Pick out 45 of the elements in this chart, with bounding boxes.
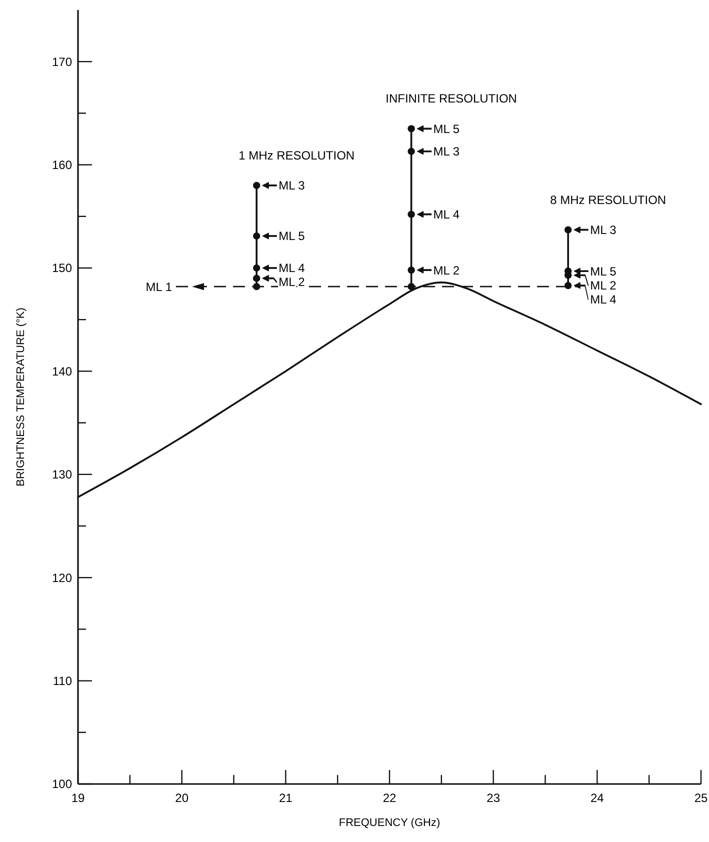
x-tick-label: 23: [486, 791, 500, 805]
point: [252, 282, 260, 290]
data-label: ML 5: [278, 229, 306, 244]
data-label: ML 4: [433, 208, 460, 222]
data-label: ML 5: [433, 122, 460, 136]
data-label: ML 5: [590, 264, 617, 278]
x-axis-title: FREQUENCY (GHz): [338, 817, 440, 829]
data-label: ML 3: [590, 223, 617, 238]
x-tick-label: 25: [694, 791, 708, 805]
data-label: ML 3: [278, 178, 306, 193]
point: [564, 282, 572, 290]
y-tick-label: 110: [52, 674, 72, 688]
x-tick-label: 24: [590, 791, 604, 805]
x-tick-label: 19: [71, 791, 85, 805]
x-tick-label: 21: [278, 791, 293, 805]
point: [252, 182, 260, 190]
y-tick-label: 170: [52, 54, 72, 69]
y-tick-label: 160: [52, 158, 72, 172]
text: 8 MHz RESOLUTION: [550, 192, 666, 207]
y-tick-label: 100: [52, 777, 72, 792]
x-tick-label: 20: [175, 791, 189, 805]
point: [564, 226, 572, 234]
y-tick-label: 140: [52, 364, 72, 378]
data-label: ML 3: [433, 144, 460, 159]
text: INFINITE RESOLUTION: [386, 92, 517, 106]
point: [252, 274, 260, 282]
y-tick-label: 150: [52, 261, 72, 276]
ref-line-label: ML 1: [146, 280, 172, 294]
point: [252, 264, 260, 272]
point: [408, 210, 415, 218]
point: [408, 266, 415, 274]
data-label: ML 4: [278, 261, 306, 276]
y-tick-label: 120: [52, 570, 72, 585]
data-label: ML 2: [590, 278, 617, 292]
data-label: ML 2: [278, 275, 306, 290]
point: [408, 148, 415, 155]
point: [252, 232, 260, 240]
data-label: ML 2: [433, 263, 460, 278]
y-tick-label: 130: [52, 468, 72, 482]
y-axis-title: BRIGHTNESS TEMPERATURE (°K): [15, 308, 27, 486]
point: [408, 125, 415, 132]
text: 1 MHz RESOLUTION: [238, 148, 355, 162]
x-tick-label: 22: [382, 791, 396, 805]
point: [408, 282, 415, 290]
data-label: ML 4: [590, 292, 617, 306]
